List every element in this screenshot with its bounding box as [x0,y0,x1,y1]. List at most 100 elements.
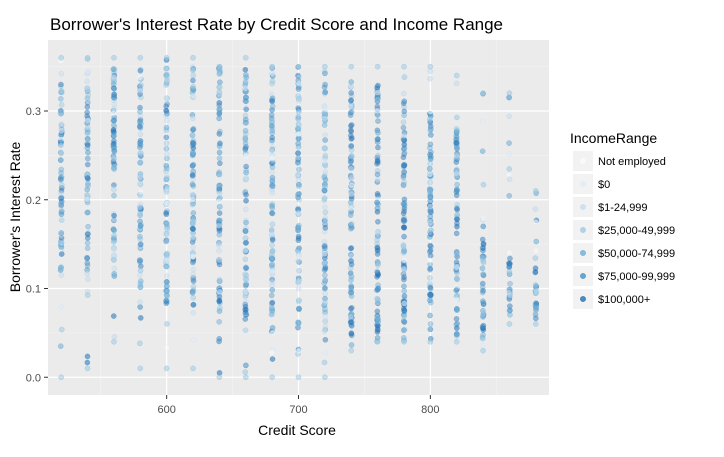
scatter-point [164,208,170,215]
scatter-point [111,54,117,61]
scatter-point [137,116,144,123]
y-axis-label: Borrower's Interest Rate [7,142,23,293]
scatter-point [479,289,486,296]
scatter-point [348,222,354,229]
scatter-point [163,263,169,270]
scatter-point [479,284,486,291]
scatter-point [374,260,381,267]
scatter-point [216,258,222,264]
scatter-point [427,126,434,133]
scatter-point [190,266,197,273]
scatter-point [58,54,65,61]
scatter-point [136,74,143,81]
scatter-point [164,77,170,84]
scatter-point [506,192,513,199]
scatter-point [269,329,276,336]
scatter-point [321,228,328,235]
scatter-point [296,259,302,265]
scatter-point [322,145,328,152]
scatter-point [321,218,328,225]
scatter-point [242,265,249,272]
scatter-point [454,307,460,313]
scatter-point [374,160,380,167]
scatter-point [57,108,64,114]
scatter-point [296,348,302,354]
scatter-point [322,106,329,113]
scatter-point [163,95,170,101]
scatter-point [242,247,249,254]
scatter-point [189,132,196,139]
scatter-point [110,94,117,101]
scatter-point [190,236,197,242]
scatter-point [217,160,223,167]
scatter-point [137,284,144,290]
scatter-point [322,209,329,216]
scatter-point [348,142,355,149]
scatter-point [296,191,302,197]
scatter-point [163,112,170,119]
scatter-point [269,307,275,314]
scatter-point [375,271,382,278]
scatter-point [453,250,460,257]
scatter-point [322,290,329,297]
scatter-point [190,253,196,260]
scatter-point [295,155,302,161]
scatter-point [427,291,433,298]
scatter-point [295,374,302,381]
scatter-point [295,140,302,147]
scatter-point [454,201,461,208]
scatter-point [242,127,249,134]
scatter-point [348,143,354,150]
scatter-point [111,85,117,92]
scatter-point [137,244,143,250]
scatter-point [453,306,460,312]
scatter-point [216,338,222,345]
scatter-point [453,338,460,345]
scatter-point [111,66,118,72]
scatter-point [163,72,170,79]
scatter-point [163,145,170,152]
scatter-point [164,95,171,102]
scatter-point [138,94,144,101]
scatter-point [296,297,302,304]
scatter-point [427,326,434,333]
scatter-point [111,227,118,234]
scatter-point [137,150,144,157]
scatter-point [216,79,223,86]
scatter-point [243,174,250,181]
scatter-point [507,292,513,299]
scatter-point [84,172,90,179]
scatter-point [269,119,275,126]
scatter-point [57,83,64,90]
scatter-point [269,103,276,110]
scatter-point [137,245,144,252]
scatter-point [242,190,249,197]
scatter-point [480,298,486,305]
scatter-point [321,238,328,245]
scatter-point [242,227,249,234]
scatter-point [427,247,434,254]
scatter-point [348,63,355,70]
scatter-point [401,151,407,157]
scatter-point [58,89,65,96]
scatter-point [243,176,250,182]
scatter-point [427,292,434,299]
scatter-point [190,294,197,301]
scatter-point [480,325,486,331]
scatter-point [136,180,143,187]
scatter-point [454,331,460,338]
scatter-point [322,221,328,228]
scatter-point [348,283,355,289]
scatter-point [215,242,222,248]
scatter-point [85,276,91,283]
scatter-point [532,321,539,327]
scatter-point [58,263,65,270]
scatter-point [216,289,223,295]
scatter-point [533,290,539,296]
scatter-point [374,268,381,275]
scatter-point [322,265,329,272]
scatter-point [347,319,354,325]
scatter-point [243,281,250,288]
scatter-point [374,190,381,197]
scatter-point [347,212,354,218]
